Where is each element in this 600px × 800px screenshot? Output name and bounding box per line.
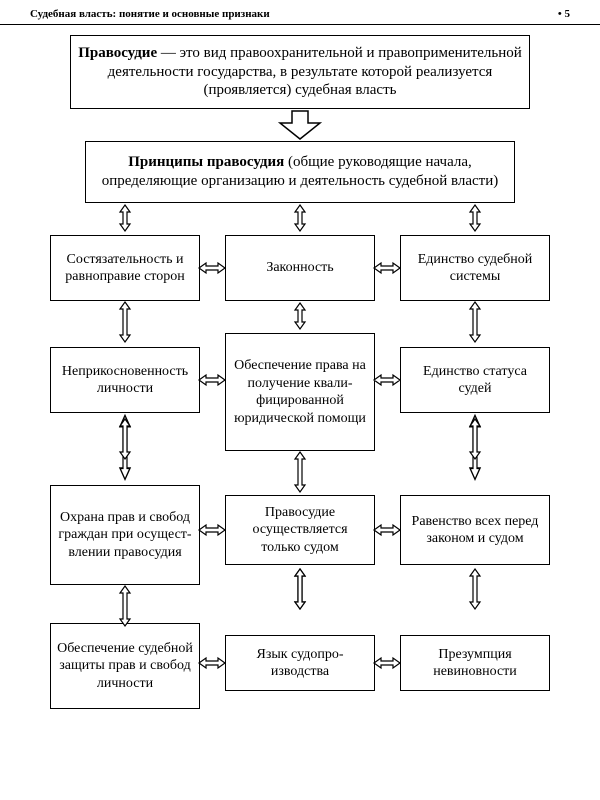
connectors: [0, 25, 600, 785]
page-header: Судебная власть: понятие и основные приз…: [0, 0, 600, 25]
diagram-canvas: Правосудие — это вид правоохранительной …: [0, 25, 600, 785]
page-number: 5: [558, 8, 570, 20]
header-title: Судебная власть: понятие и основные приз…: [30, 8, 270, 20]
